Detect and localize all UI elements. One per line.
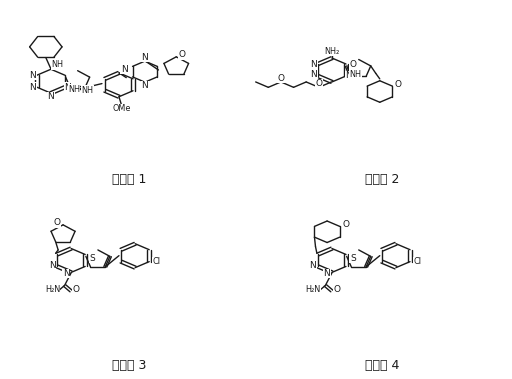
Text: 化合物 3: 化合物 3 (112, 360, 146, 373)
Text: N: N (49, 261, 55, 270)
Text: Cl: Cl (414, 257, 421, 266)
Text: N: N (62, 269, 70, 278)
Text: O: O (278, 74, 285, 83)
Text: N: N (29, 71, 36, 80)
Text: OMe: OMe (112, 104, 131, 113)
Text: NH: NH (52, 60, 63, 69)
Text: NH: NH (349, 70, 361, 79)
Text: NH: NH (68, 85, 80, 94)
Text: O: O (179, 50, 186, 60)
Text: NH₂: NH₂ (324, 47, 339, 56)
Text: O: O (333, 285, 340, 294)
Text: O: O (53, 218, 60, 227)
Text: N: N (310, 60, 317, 69)
Text: N: N (141, 81, 148, 91)
Text: O: O (350, 60, 357, 69)
Text: N: N (310, 70, 317, 78)
Text: 化合物 4: 化合物 4 (366, 360, 400, 373)
Text: 化合物 2: 化合物 2 (366, 173, 400, 186)
Text: O: O (343, 220, 349, 229)
Text: S: S (350, 254, 356, 263)
Text: Cl: Cl (153, 257, 161, 266)
Text: N: N (141, 53, 148, 62)
Text: N: N (121, 64, 127, 74)
Text: O: O (395, 80, 402, 89)
Text: N: N (48, 92, 54, 102)
Text: NH: NH (81, 86, 94, 95)
Text: N: N (324, 269, 330, 278)
Text: N: N (64, 83, 71, 92)
Text: 化合物 1: 化合物 1 (112, 173, 146, 186)
Text: N: N (29, 83, 36, 92)
Text: N: N (345, 72, 352, 80)
Text: H₂N: H₂N (306, 285, 321, 294)
Text: O: O (72, 285, 79, 294)
Text: S: S (89, 254, 95, 263)
Text: O: O (315, 79, 323, 88)
Text: N: N (309, 261, 316, 270)
Text: H₂N: H₂N (45, 285, 60, 294)
